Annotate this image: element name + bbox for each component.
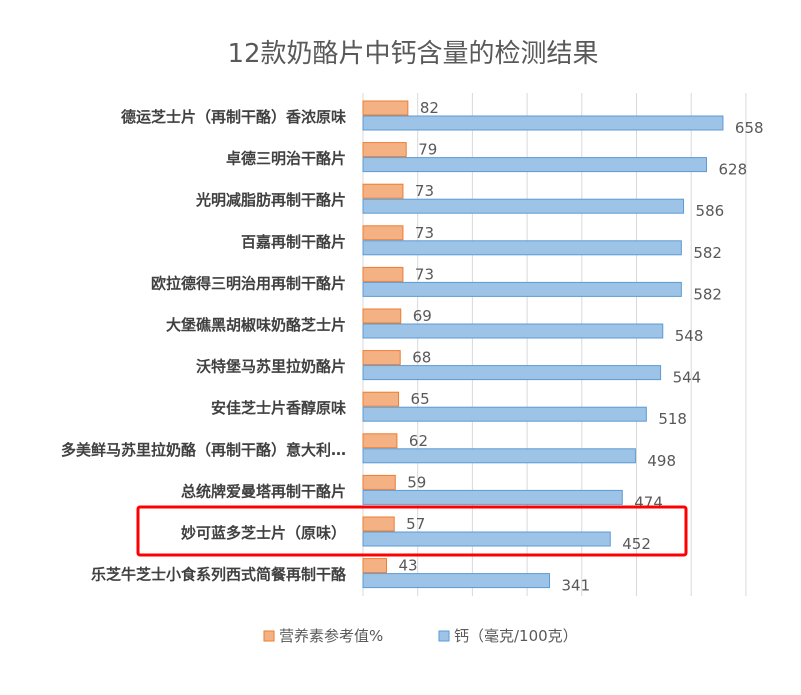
bar-calcium — [362, 281, 682, 297]
legend-swatch — [438, 630, 450, 642]
data-label-reference-value: 82 — [420, 99, 439, 117]
category-label: 德运芝士片（再制干酪）香浓原味 — [121, 108, 346, 126]
data-label-reference-value: 73 — [415, 182, 434, 200]
category-label: 大堡礁黑胡椒味奶酪芝士片 — [166, 316, 346, 334]
legend-swatch — [263, 630, 275, 642]
bar-calcium — [362, 448, 636, 464]
legend-label: 营养素参考值% — [279, 627, 383, 645]
bar-calcium — [362, 406, 647, 422]
bar-reference-value — [362, 308, 402, 324]
data-label-calcium: 658 — [735, 119, 764, 137]
highlight-box — [136, 505, 688, 557]
data-label-calcium: 452 — [622, 535, 651, 553]
category-label: 百嘉再制干酪片 — [241, 233, 346, 251]
category-label: 卓德三明治干酪片 — [226, 150, 346, 168]
data-label-reference-value: 79 — [418, 141, 437, 159]
bar-reference-value — [362, 391, 400, 407]
category-label: 沃特堡马苏里拉奶酪片 — [196, 358, 346, 376]
bar-calcium — [362, 157, 708, 173]
data-label-calcium: 474 — [634, 493, 663, 511]
data-label-reference-value: 68 — [412, 349, 431, 367]
data-label-reference-value: 65 — [411, 390, 430, 408]
bar-calcium — [362, 115, 724, 131]
category-label: 多美鲜马苏里拉奶酪（再制干酪）意大利… — [61, 441, 346, 459]
bar-calcium — [362, 198, 685, 214]
bar-reference-value — [362, 183, 404, 199]
data-label-reference-value: 43 — [399, 557, 418, 575]
chart-title: 12款奶酪片中钙含量的检测结果 — [227, 39, 598, 69]
data-label-reference-value: 59 — [407, 473, 426, 491]
bar-calcium — [362, 573, 551, 589]
gridlines — [362, 93, 747, 596]
data-label-reference-value: 62 — [409, 432, 428, 450]
data-label-calcium: 582 — [693, 285, 722, 303]
bar-calcium — [362, 531, 611, 547]
category-label: 光明减脂肪再制干酪片 — [195, 191, 346, 209]
bar-reference-value — [362, 474, 396, 490]
category-label: 妙可蓝多芝士片（原味） — [181, 524, 346, 542]
category-label: 乐芝牛芝士小食系列西式简餐再制干酪 — [91, 566, 347, 584]
category-label: 总统牌爱曼塔再制干酪片 — [181, 482, 346, 500]
category-label: 安佳芝士片香醇原味 — [211, 399, 346, 417]
data-label-reference-value: 69 — [413, 307, 432, 325]
bar-reference-value — [362, 100, 409, 116]
bar-reference-value — [362, 225, 404, 241]
data-label-calcium: 586 — [696, 202, 725, 220]
bar-reference-value — [362, 266, 404, 282]
legend-label: 钙（毫克/100克） — [454, 627, 578, 645]
bar-calcium — [362, 323, 664, 339]
data-label-calcium: 628 — [719, 161, 748, 179]
data-label-calcium: 341 — [562, 577, 591, 595]
value-labels: 82 658 79 628 73 586 73 582 73 582 69 548 68 544 65 518… — [399, 99, 764, 595]
highlight — [136, 505, 688, 557]
category-label: 欧拉德得三明治用再制干酪片 — [151, 274, 346, 292]
legend: 营养素参考值% 钙（毫克/100克） — [263, 627, 578, 645]
bar-reference-value — [362, 142, 407, 158]
bar-reference-value — [362, 433, 398, 449]
bar-calcium — [362, 240, 682, 256]
bar-calcium — [362, 489, 623, 505]
data-label-calcium: 498 — [647, 452, 676, 470]
bar-reference-value — [362, 350, 401, 366]
bar-reference-value — [362, 558, 388, 574]
bar-calcium — [362, 365, 662, 381]
data-label-calcium: 544 — [673, 369, 702, 387]
data-label-calcium: 548 — [675, 327, 704, 345]
data-label-calcium: 582 — [693, 244, 722, 262]
data-label-reference-value: 57 — [406, 515, 425, 533]
category-labels: 德运芝士片（再制干酪）香浓原味卓德三明治干酪片光明减脂肪再制干酪片百嘉再制干酪片… — [61, 108, 347, 584]
data-label-calcium: 518 — [658, 410, 687, 428]
bars — [362, 100, 724, 589]
data-label-reference-value: 73 — [415, 224, 434, 242]
data-label-reference-value: 73 — [415, 265, 434, 283]
bar-reference-value — [362, 516, 395, 532]
